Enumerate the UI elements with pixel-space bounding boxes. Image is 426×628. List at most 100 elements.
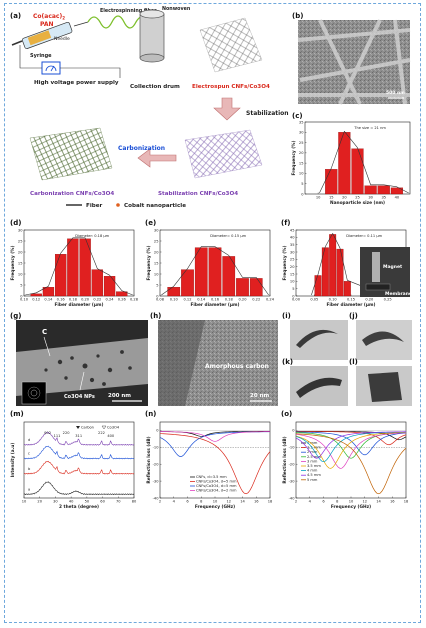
panel-k: (k): [282, 358, 348, 406]
rl-series-line: [159, 431, 271, 457]
y-tick-label: -40: [289, 496, 296, 500]
fiber-text: Electrospinning fiber: [100, 8, 157, 14]
x-tick-label: 0.10: [329, 298, 338, 302]
y-axis-label: Reflection loss (dB): [146, 436, 152, 483]
x-axis-label: Fiber diameter (μm): [54, 302, 103, 308]
panel-g: (g) C Co3O4 NPs 200 nm: [10, 312, 148, 406]
x-tick-label: 6: [322, 500, 325, 504]
x-tick-label: 35: [381, 196, 386, 200]
y-tick-label: 25: [154, 239, 159, 243]
bar: [351, 148, 364, 195]
chart-d: 0.10 0.12 0.14 0.16 0.18 0.20 0.22 0.24 0.26 0.28…: [10, 228, 139, 308]
label-f: (f): [281, 219, 290, 227]
x-tick-label: 18: [268, 500, 273, 504]
rl-series-line: [295, 433, 407, 495]
y-axis-label: Frequency (%): [146, 246, 152, 281]
y-axis-label: Frequency (%): [291, 141, 297, 176]
y-tick-label: 30: [154, 228, 159, 232]
legend-cobalt-text: Cobalt nanoparticle: [124, 203, 186, 209]
chart-f: 0.00 0.05 0.10 0.15 0.20 0.25 0 5 10 15 20 25 30 35 40…: [282, 228, 407, 308]
xrd-series-line: [23, 432, 135, 446]
bar: [167, 287, 181, 297]
label-c: (c): [292, 112, 303, 120]
y-axis-label: Frequency (%): [10, 246, 16, 281]
membrane-j: [362, 331, 404, 346]
rl-series-line: [295, 431, 407, 459]
y-tick-label: 0: [301, 192, 304, 196]
bar: [91, 269, 103, 297]
y-axis-label: Frequency (%): [282, 246, 288, 281]
needle-text: Needle: [54, 36, 70, 42]
panel-j: (j): [349, 312, 412, 360]
legend-cobalt-swatch: [116, 203, 120, 207]
x-tick-label: 10: [316, 196, 321, 200]
collection-drum-icon: [139, 9, 165, 63]
x-tick-label: 30: [53, 500, 58, 504]
bar: [343, 281, 351, 297]
label-m: (m): [10, 410, 24, 418]
x-axis-label: Fiber diameter (μm): [190, 302, 239, 308]
x-tick-label: 10: [22, 500, 27, 504]
y-tick-label: -10: [153, 446, 160, 450]
peak-label: 111: [54, 434, 61, 438]
y-tick-label: 15: [18, 261, 23, 265]
tem-nanoparticles: [44, 350, 132, 386]
y-tick-label: 20: [18, 250, 23, 254]
x-tick-label: 25: [355, 196, 360, 200]
y-tick-label: 15: [299, 161, 304, 165]
bar: [30, 293, 42, 297]
fit-curve: [161, 246, 269, 296]
bar: [390, 187, 403, 195]
fit-curve: [25, 237, 133, 296]
x-tick-label: 12: [362, 500, 367, 504]
peak-label: 002: [44, 431, 51, 435]
label-a: (a): [10, 12, 21, 20]
x-tick-label: 30: [368, 196, 373, 200]
peak-label: 220: [63, 431, 71, 435]
x-tick-label: 0.15: [347, 298, 355, 302]
nonwoven-mesh-icon: [199, 17, 263, 73]
x-tick-label: 10: [349, 500, 354, 504]
label-e: (e): [145, 219, 156, 227]
x-tick-label: 8: [200, 500, 203, 504]
x-tick-label: 0.24: [106, 298, 115, 302]
rl-series-line: [295, 432, 407, 469]
precursor-text: Co(acac)2: [33, 13, 65, 21]
amorphous-label: Amorphous carbon: [205, 363, 269, 370]
y-tick-label: 35: [299, 120, 304, 124]
membrane-k: [296, 377, 342, 398]
y-tick-label: 0: [156, 294, 159, 298]
y-tick-label: 5: [301, 182, 303, 186]
stabilized-mesh-icon: [184, 129, 263, 179]
x-tick-label: 20: [342, 196, 347, 200]
chart-e: 0.08 0.10 0.12 0.14 0.16 0.18 0.20 0.22 0.24 0 5 10…: [146, 228, 275, 308]
y-tick-label: 5: [292, 287, 294, 291]
x-tick-label: 15: [329, 196, 334, 200]
y-axis-label: Reflection loss (dB): [282, 436, 288, 483]
peak-label: 311: [75, 434, 82, 438]
electrospun-text: Electrospun CNFs/Co3O4: [192, 84, 270, 90]
bar: [338, 132, 351, 195]
x-tick-label: 0.08: [156, 298, 165, 302]
x-tick-label: 0.20: [238, 298, 247, 302]
precursor2-text: PAN: [40, 21, 54, 28]
drum-text: Collection drum: [130, 84, 180, 90]
rl-series-line: [295, 431, 407, 456]
label-g: (g): [10, 312, 21, 320]
photo-i: [290, 320, 348, 360]
y-tick-label: 45: [290, 228, 295, 232]
y-tick-label: 15: [154, 261, 159, 265]
plot-area: [23, 421, 135, 499]
tem-scale-text: 200 nm: [108, 393, 131, 399]
bar: [194, 247, 208, 297]
bar: [314, 275, 322, 297]
y-tick-label: 5: [156, 283, 158, 287]
y-tick-label: 30: [18, 228, 23, 232]
rl-series-line: [296, 431, 407, 446]
bar: [116, 291, 128, 297]
y-tick-label: -20: [289, 463, 296, 467]
saed-ring-inner: [30, 389, 38, 397]
x-tick-label: 0.26: [118, 298, 127, 302]
y-tick-label: 25: [299, 141, 304, 145]
x-tick-label: 0.24: [266, 298, 275, 302]
